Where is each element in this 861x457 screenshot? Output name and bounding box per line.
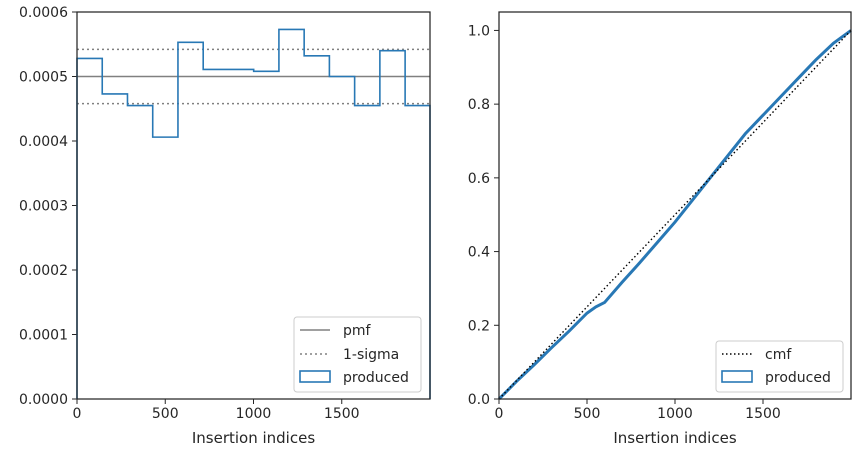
legend-produced-swatch [721,370,753,383]
legend-pmf-label: pmf [343,323,372,339]
y-tick-label: 0.0005 [19,70,68,86]
x-tick-label: 1500 [324,406,360,422]
y-tick-label: 0.0003 [19,199,68,215]
legend-produced-swatch [299,370,331,383]
plot-frame [76,11,431,400]
y-tick-label: 0.0 [468,392,490,408]
legend-produced-label: produced [343,370,409,386]
legend-left: pmf 1-sigma produced [293,316,422,393]
pmf-panel: 0 500 1000 1500 0.0000 0.0001 0.0002 0.0003 0.00… [19,5,431,447]
plot-frame [498,11,852,400]
y-tick-label: 0.0000 [19,392,68,408]
x-tick-label: 1000 [236,406,272,422]
legend-cmf-label: cmf [765,347,792,363]
legend-right: cmf produced [715,340,844,393]
y-tick-label: 0.0004 [19,134,68,150]
x-tick-label: 0 [73,406,82,422]
x-tick-label: 0 [495,406,504,422]
legend-produced-label: produced [765,370,831,386]
x-tick-label: 1500 [745,406,781,422]
y-tick-label: 0.8 [468,97,490,113]
y-tick-label: 0.0002 [19,263,68,279]
cmf-panel: 0 500 1000 1500 0.0 0.2 0.4 0.6 0.8 1.0 Insertion … [468,11,852,447]
y-tick-label: 0.0001 [19,328,68,344]
x-tick-label: 1000 [657,406,693,422]
x-tick-label: 500 [574,406,601,422]
y-tick-label: 0.6 [468,171,490,187]
x-tick-label: 500 [152,406,179,422]
x-axis-label: Insertion indices [613,429,736,447]
legend-box [293,316,422,393]
produced-cumulative-line [497,29,852,401]
legend-sigma-label: 1-sigma [343,347,399,363]
cmf-line [498,29,852,400]
x-axis-label: Insertion indices [192,429,315,447]
y-tick-label: 0.2 [468,318,490,334]
produced-histogram [76,28,431,399]
y-tick-label: 1.0 [468,23,490,39]
legend-box [715,340,844,393]
y-tick-label: 0.4 [468,245,490,261]
y-tick-label: 0.0006 [19,5,68,21]
